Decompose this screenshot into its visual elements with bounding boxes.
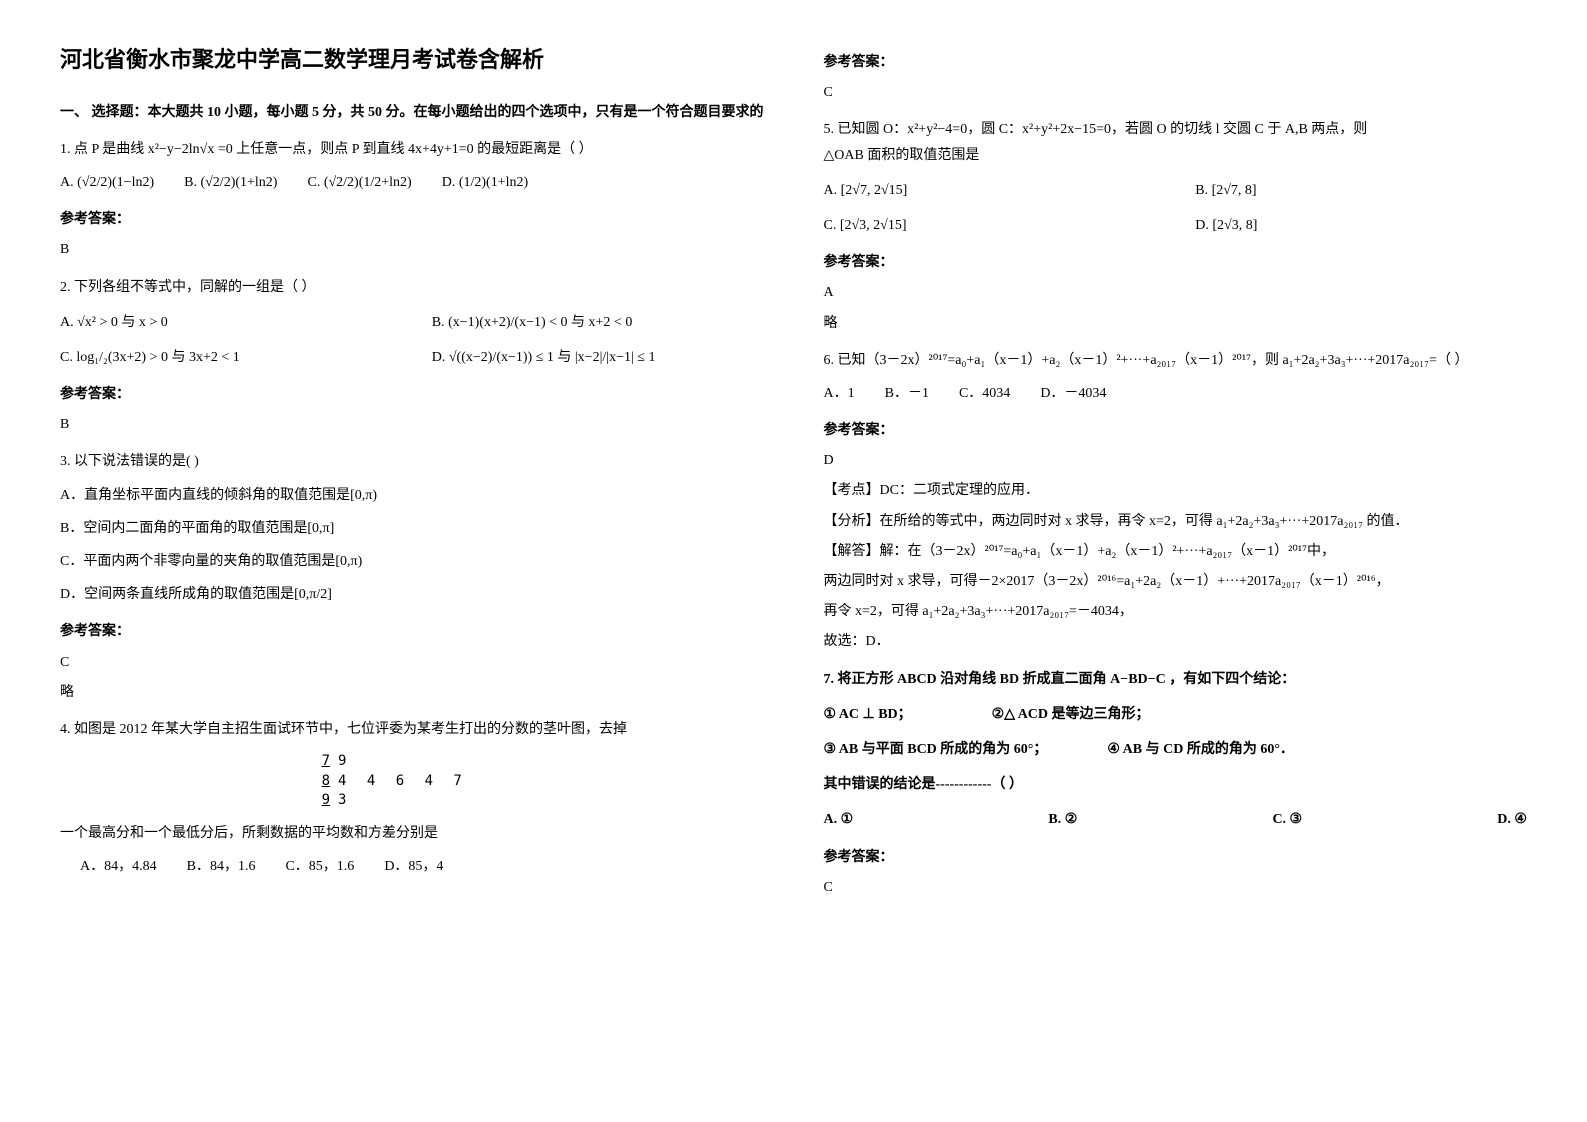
q5-opt-c: C. [2√3, 2√15] <box>824 213 1156 238</box>
q3-opt-b: B．空间内二面角的平面角的取值范围是[0,π] <box>60 516 764 541</box>
q4-text2: 一个最高分和一个最低分后，所剩数据的平均数和方差分别是 <box>60 821 764 846</box>
q5-text2: △OAB 面积的取值范围是 <box>824 143 1528 168</box>
q6-text: 6. 已知（3－2x）²⁰¹⁷=a₀+a₁（x－1）+a₂（x－1）²+···+… <box>824 348 1528 373</box>
q7-answer-label: 参考答案： <box>824 845 1528 870</box>
q5-opt-b: B. [2√7, 8] <box>1195 178 1527 203</box>
q4-text: 4. 如图是 2012 年某大学自主招生面试环节中，七位评委为某考生打出的分数的… <box>60 717 764 742</box>
q4-answer-label: 参考答案： <box>824 50 1528 75</box>
q4-opt-b: B．84，1.6 <box>187 854 256 879</box>
q7-text2: 其中错误的结论是------------（ ） <box>824 772 1528 797</box>
q1-opt-a: A. (√2/2)(1−ln2) <box>60 170 154 195</box>
q6-analysis-2: 【解答】解：在（3－2x）²⁰¹⁷=a₀+a₁（x－1）+a₂（x－1）²+··… <box>824 539 1528 564</box>
q7-options: A. ① B. ② C. ③ D. ④ <box>824 807 1528 832</box>
stem-leaf-row-1: 7 9 <box>310 752 764 772</box>
stem-1: 7 <box>310 752 330 772</box>
q3-answer-label: 参考答案： <box>60 619 764 644</box>
q6-analysis-1: 【分析】在所给的等式中，两边同时对 x 求导，再令 x=2，可得 a₁+2a₂+… <box>824 509 1528 534</box>
q7-opt-d: D. ④ <box>1497 807 1527 832</box>
q5-note: 略 <box>824 311 1528 336</box>
q2-opt-c: C. log₁/₂(3x+2) > 0 与 3x+2 < 1 <box>60 345 392 370</box>
q7-conclusions-row1: ① AC ⊥ BD； ②△ ACD 是等边三角形； <box>824 702 1528 727</box>
question-3: 3. 以下说法错误的是( ) A．直角坐标平面内直线的倾斜角的取值范围是[0,π… <box>60 449 764 607</box>
question-2: 2. 下列各组不等式中，同解的一组是（ ） A. √x² > 0 与 x > 0… <box>60 275 764 371</box>
question-4: 4. 如图是 2012 年某大学自主招生面试环节中，七位评委为某考生打出的分数的… <box>60 717 764 879</box>
q5-opt-d: D. [2√3, 8] <box>1195 213 1527 238</box>
q6-options: A．1 B．－1 C．4034 D．－4034 <box>824 381 1528 406</box>
page-container: 河北省衡水市聚龙中学高二数学理月考试卷含解析 一、 选择题：本大题共 10 小题… <box>60 40 1527 905</box>
question-6: 6. 已知（3－2x）²⁰¹⁷=a₀+a₁（x－1）+a₂（x－1）²+···+… <box>824 348 1528 406</box>
q6-analysis-label: 【考点】DC：二项式定理的应用． <box>824 478 1528 503</box>
q1-answer: B <box>60 237 764 262</box>
q6-analysis-4: 再令 x=2，可得 a₁+2a₂+3a₃+···+2017a₂₀₁₇=－4034… <box>824 599 1528 624</box>
document-title: 河北省衡水市聚龙中学高二数学理月考试卷含解析 <box>60 40 764 80</box>
leaf-2: 4 4 6 4 7 <box>338 772 468 792</box>
q1-opt-d: D. (1/2)(1+ln2) <box>442 170 528 195</box>
q2-text: 2. 下列各组不等式中，同解的一组是（ ） <box>60 275 764 300</box>
q5-opt-a: A. [2√7, 2√15] <box>824 178 1156 203</box>
q6-answer-label: 参考答案： <box>824 418 1528 443</box>
leaf-3: 3 <box>338 791 352 811</box>
q4-opt-d: D．85，4 <box>384 854 443 879</box>
q6-opt-c: C．4034 <box>959 381 1010 406</box>
q5-answer: A <box>824 280 1528 305</box>
q3-note: 略 <box>60 680 764 705</box>
q5-options: A. [2√7, 2√15] B. [2√7, 8] C. [2√3, 2√15… <box>824 178 1528 238</box>
q6-opt-b: B．－1 <box>885 381 929 406</box>
q4-options: A．84，4.84 B．84，1.6 C．85，1.6 D．85，4 <box>80 854 764 879</box>
leaf-1: 9 <box>338 752 352 772</box>
q7-opt-b: B. ② <box>1048 807 1077 832</box>
q2-opt-a: A. √x² > 0 与 x > 0 <box>60 310 392 335</box>
q1-answer-label: 参考答案： <box>60 207 764 232</box>
q3-text: 3. 以下说法错误的是( ) <box>60 449 764 474</box>
q6-analysis-5: 故选：D． <box>824 629 1528 654</box>
question-1: 1. 点 P 是曲线 x²−y−2ln√x =0 上任意一点，则点 P 到直线 … <box>60 137 764 195</box>
q7-conclusion-1: ① AC ⊥ BD； <box>824 702 912 727</box>
q4-answer: C <box>824 80 1528 105</box>
q5-answer-label: 参考答案： <box>824 250 1528 275</box>
question-7: 7. 将正方形 ABCD 沿对角线 BD 折成直二面角 A−BD−C ，有如下四… <box>824 667 1528 833</box>
stem-leaf-row-3: 9 3 <box>310 791 764 811</box>
q2-answer: B <box>60 412 764 437</box>
q4-opt-c: C．85，1.6 <box>285 854 354 879</box>
stem-leaf-plot: 7 9 8 4 4 6 4 7 9 3 <box>310 752 764 811</box>
q7-conclusion-2: ②△ ACD 是等边三角形； <box>992 702 1150 727</box>
q2-opt-d: D. √((x−2)/(x−1)) ≤ 1 与 |x−2|/|x−1| ≤ 1 <box>432 345 764 370</box>
q7-conclusions-row2: ③ AB 与平面 BCD 所成的角为 60°； ④ AB 与 CD 所成的角为 … <box>824 737 1528 762</box>
q7-conclusion-4: ④ AB 与 CD 所成的角为 60°． <box>1107 737 1294 762</box>
q1-text: 1. 点 P 是曲线 x²−y−2ln√x =0 上任意一点，则点 P 到直线 … <box>60 137 764 162</box>
q7-opt-a: A. ① <box>824 807 854 832</box>
q7-answer: C <box>824 875 1528 900</box>
q6-opt-d: D．－4034 <box>1040 381 1106 406</box>
q7-conclusion-3: ③ AB 与平面 BCD 所成的角为 60°； <box>824 737 1048 762</box>
q5-text: 5. 已知圆 O：x²+y²−4=0，圆 C：x²+y²+2x−15=0，若圆 … <box>824 117 1528 142</box>
section-1-header: 一、 选择题：本大题共 10 小题，每小题 5 分，共 50 分。在每小题给出的… <box>60 100 764 125</box>
q3-opt-a: A．直角坐标平面内直线的倾斜角的取值范围是[0,π) <box>60 483 764 508</box>
question-5: 5. 已知圆 O：x²+y²−4=0，圆 C：x²+y²+2x−15=0，若圆 … <box>824 117 1528 238</box>
q6-analysis-3: 两边同时对 x 求导，可得－2×2017（3－2x）²⁰¹⁶=a₁+2a₂（x－… <box>824 569 1528 594</box>
q2-answer-label: 参考答案： <box>60 382 764 407</box>
q6-answer: D <box>824 448 1528 473</box>
stem-leaf-row-2: 8 4 4 6 4 7 <box>310 772 764 792</box>
left-column: 河北省衡水市聚龙中学高二数学理月考试卷含解析 一、 选择题：本大题共 10 小题… <box>60 40 764 905</box>
q6-opt-a: A．1 <box>824 381 855 406</box>
q1-options: A. (√2/2)(1−ln2) B. (√2/2)(1+ln2) C. (√2… <box>60 170 764 195</box>
stem-3: 9 <box>310 791 330 811</box>
q2-opt-b: B. (x−1)(x+2)/(x−1) < 0 与 x+2 < 0 <box>432 310 764 335</box>
q7-text: 7. 将正方形 ABCD 沿对角线 BD 折成直二面角 A−BD−C ，有如下四… <box>824 667 1528 692</box>
q1-opt-c: C. (√2/2)(1/2+ln2) <box>307 170 411 195</box>
right-column: 参考答案： C 5. 已知圆 O：x²+y²−4=0，圆 C：x²+y²+2x−… <box>824 40 1528 905</box>
q3-opt-d: D．空间两条直线所成角的取值范围是[0,π/2] <box>60 582 764 607</box>
q3-opt-c: C．平面内两个非零向量的夹角的取值范围是[0,π) <box>60 549 764 574</box>
q4-opt-a: A．84，4.84 <box>80 854 157 879</box>
q1-opt-b: B. (√2/2)(1+ln2) <box>184 170 277 195</box>
q7-opt-c: C. ③ <box>1272 807 1302 832</box>
stem-2: 8 <box>310 772 330 792</box>
q3-answer: C <box>60 650 764 675</box>
q2-options: A. √x² > 0 与 x > 0 B. (x−1)(x+2)/(x−1) <… <box>60 310 764 370</box>
